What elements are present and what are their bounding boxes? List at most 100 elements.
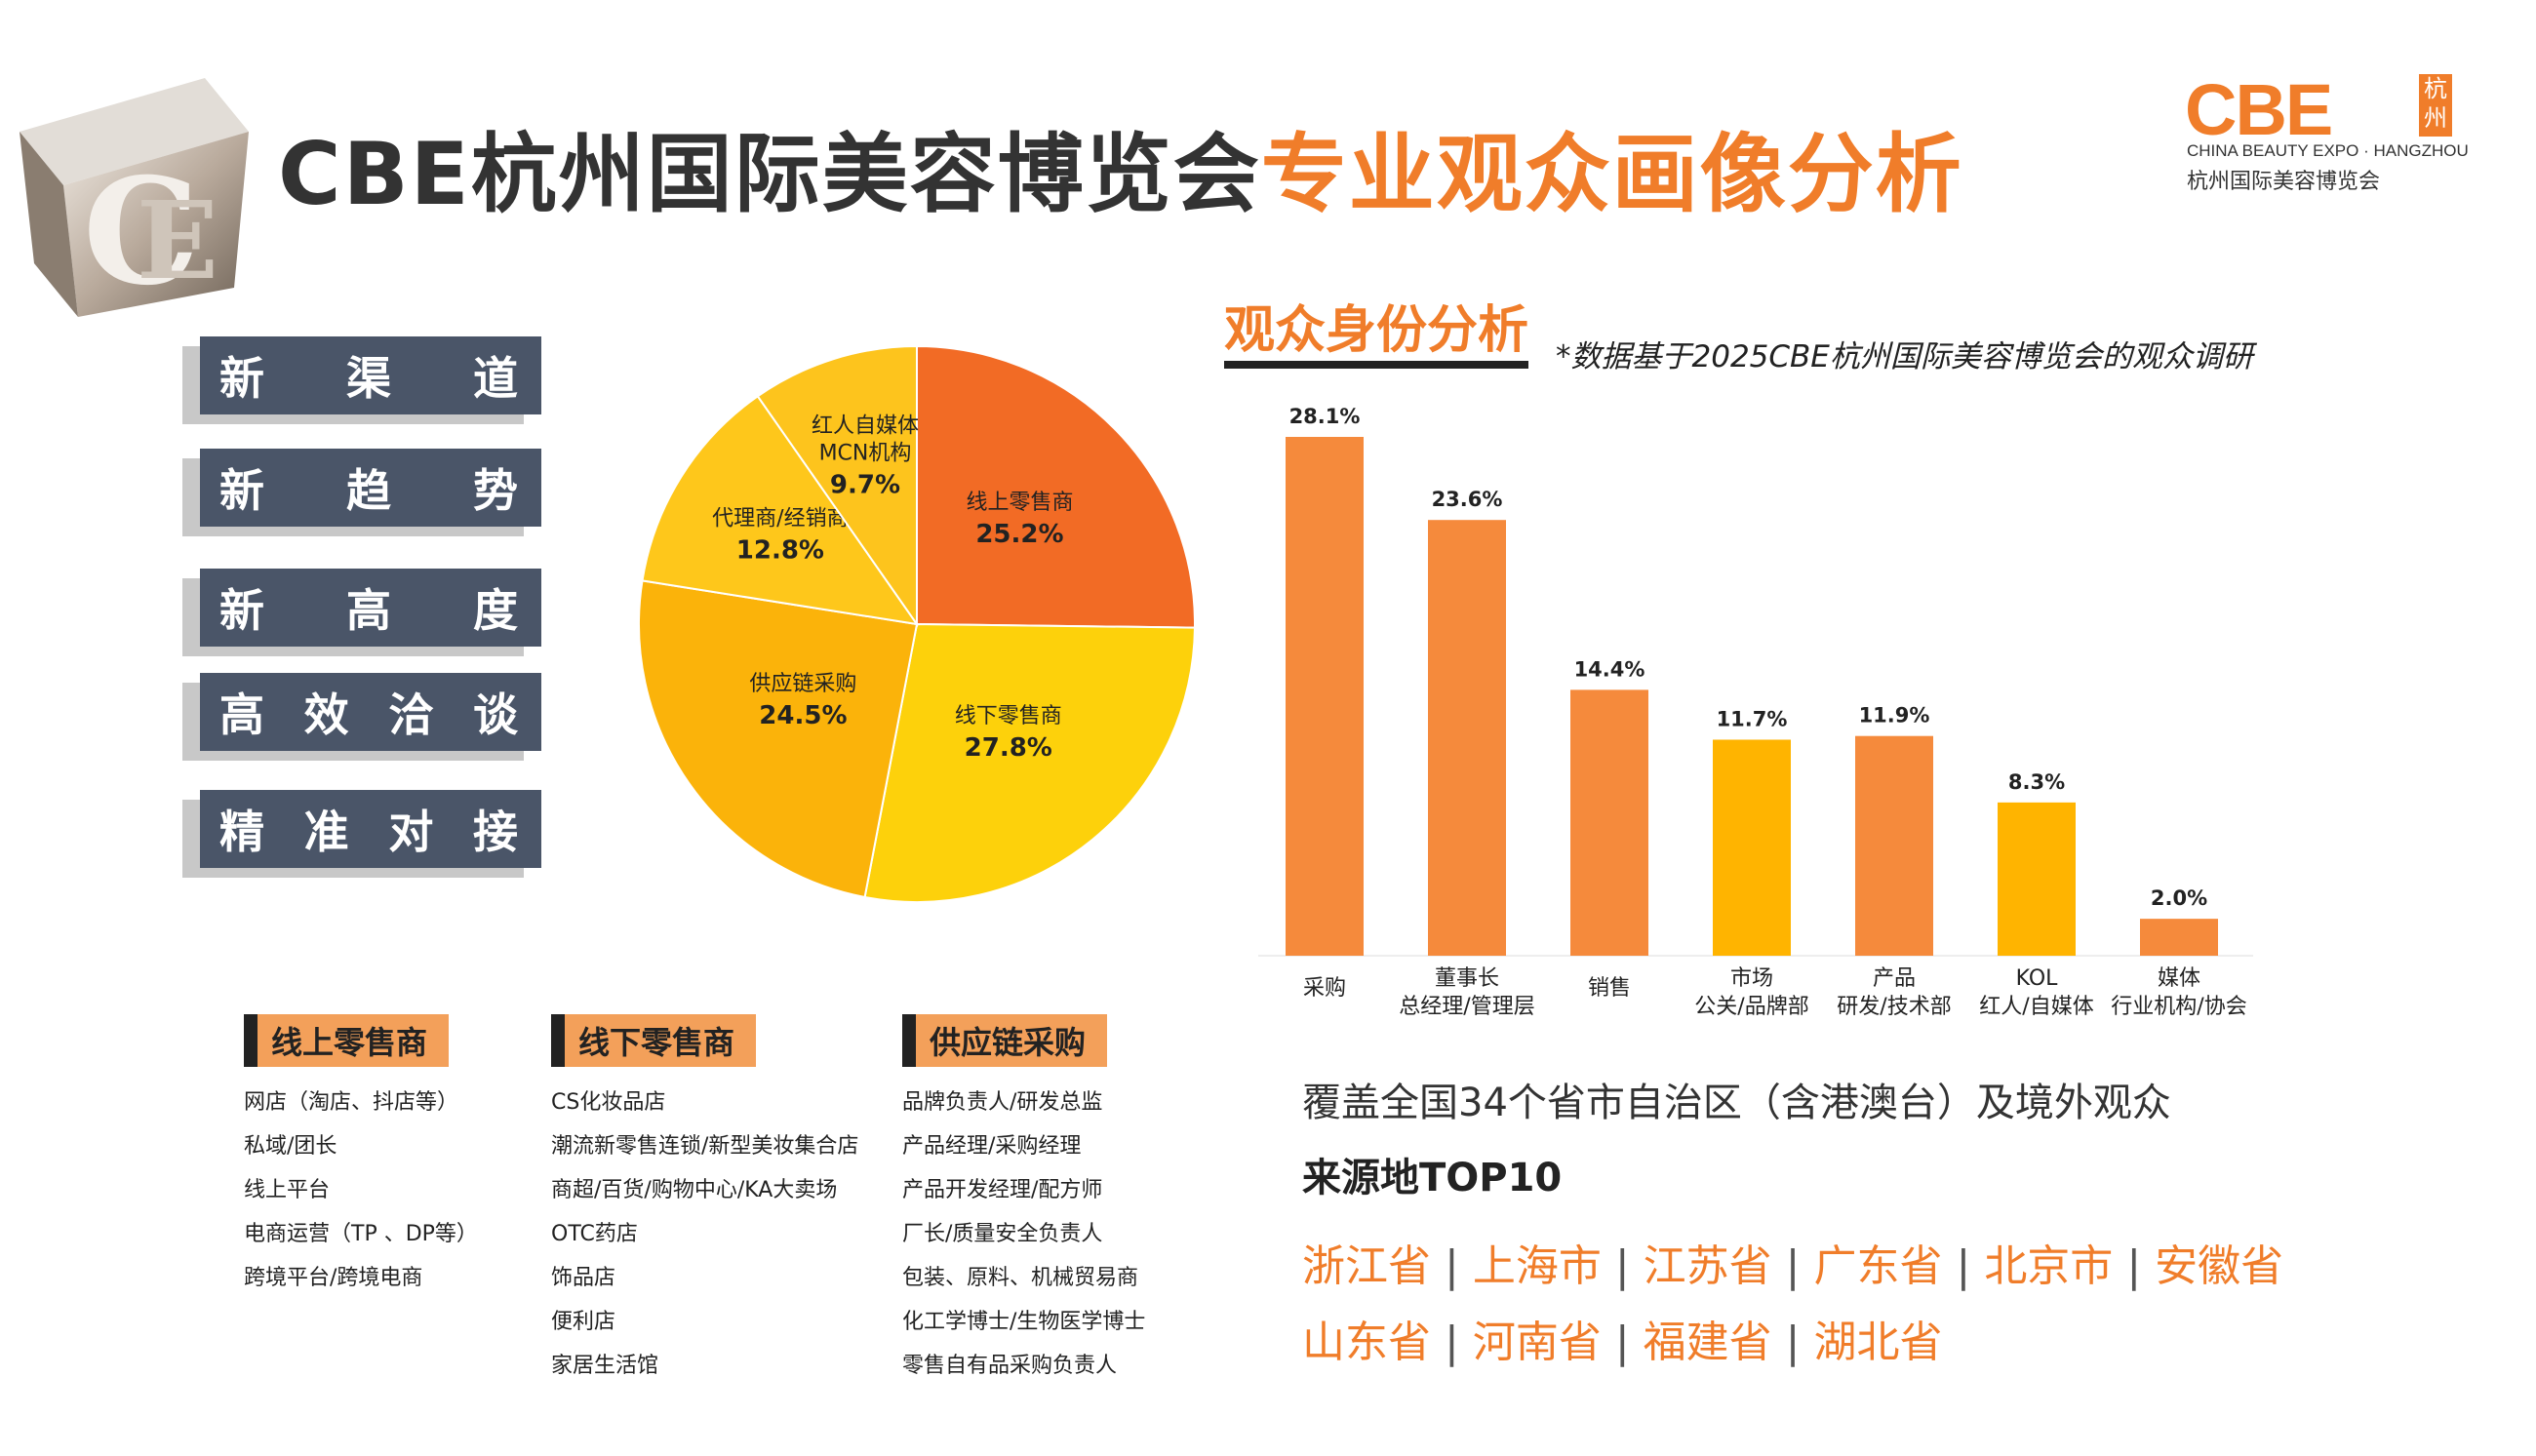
logo-hangzhou: 杭州 — [2419, 74, 2452, 137]
pie-slice — [916, 344, 1196, 629]
province-name: 山东省 — [1302, 1318, 1431, 1367]
list-item: 厂长/质量安全负责人 — [902, 1222, 1103, 1246]
pie-slice-label: 代理商/经销商 12.8% — [712, 506, 848, 565]
bar-value-label: 2.0% — [2151, 886, 2207, 910]
identity-pie-chart: 线上零售商 25.2% 线下零售商 27.8% 供应链采购 24.5% 代理商/经销商 12.… — [638, 344, 1196, 903]
pie-label-text: 线上零售商 — [966, 491, 1073, 515]
pie-slice — [756, 344, 918, 628]
x-tick-label: 采购 — [1303, 976, 1346, 1001]
bar-chart-note: *数据基于2025CBE杭州国际美容博览会的观众调研 — [1556, 339, 2253, 374]
list-item: 产品经理/采购经理 — [902, 1134, 1082, 1159]
category-list: CS化妆品店 潮流新零售连锁/新型美妆集合店 商超/百货/购物中心/KA大卖场 … — [551, 1081, 858, 1388]
x-tick-label-line: 采购 — [1303, 976, 1346, 1001]
list-item: 线上平台 — [244, 1178, 331, 1202]
pie-slice — [641, 394, 920, 626]
list-item: 家居生活馆 — [551, 1354, 659, 1378]
pie-label-text: 线下零售商 — [955, 704, 1062, 728]
bar — [2140, 919, 2218, 956]
list-item: 化工学博士/生物医学博士 — [902, 1310, 1146, 1334]
tag-label: 精准对接 — [219, 806, 522, 858]
province-name: 安徽省 — [2155, 1241, 2284, 1291]
tag-new-trend: 新趋势 — [200, 449, 541, 527]
category-supply-chain: 供应链采购 品牌负责人/研发总监 产品经理/采购经理 产品开发经理/配方师 厂长… — [902, 1014, 1145, 1388]
pie-slice-label: 供应链采购 24.5% — [749, 672, 856, 730]
bar — [1713, 739, 1791, 956]
x-tick-label-line: 公关/品牌部 — [1694, 995, 1808, 1019]
x-tick-label: 销售 — [1588, 976, 1631, 1001]
tag-new-height: 新高度 — [200, 569, 541, 647]
province-separator: | — [1445, 1318, 1459, 1367]
x-tick-label-line: 行业机构/协会 — [2111, 995, 2246, 1019]
province-separator: | — [1614, 1241, 1630, 1291]
svg-text:E: E — [137, 177, 218, 303]
tag-label: 新渠道 — [219, 352, 522, 405]
x-tick-label-line: 市场 — [1730, 966, 1773, 991]
pie-slice — [638, 579, 919, 899]
bar-value-label: 11.9% — [1859, 704, 1930, 728]
pie-value-label: 12.8% — [736, 535, 824, 565]
pie-value-label: 24.5% — [759, 701, 847, 730]
logo-mark: CBE — [2185, 69, 2333, 150]
category-list: 品牌负责人/研发总监 产品经理/采购经理 产品开发经理/配方师 厂长/质量安全负… — [902, 1081, 1145, 1388]
tag-new-channel: 新渠道 — [200, 336, 541, 414]
list-item: 便利店 — [551, 1310, 616, 1334]
tag-precise-match: 精准对接 — [200, 790, 541, 868]
x-tick-label-line: 总经理/管理层 — [1399, 995, 1534, 1019]
list-item: 饰品店 — [551, 1266, 616, 1290]
province-separator: | — [1785, 1241, 1801, 1291]
pie-slice-label: 线下零售商 27.8% — [955, 704, 1062, 763]
province-separator: | — [1445, 1241, 1459, 1291]
logo-english: CHINA BEAUTY EXPO · HANGZHOU — [2187, 141, 2469, 160]
x-tick-label: KOL 红人/自媒体 — [1979, 966, 2093, 1019]
category-heading: 线上零售商 — [244, 1014, 450, 1067]
list-item: 包装、原料、机械贸易商 — [902, 1266, 1139, 1290]
pie-value-label: 25.2% — [975, 520, 1063, 549]
province-name: 北京市 — [1984, 1241, 2114, 1291]
pie-slice-label: 红人自媒体 MCN机构 9.7% — [812, 413, 919, 499]
pie-slice — [863, 622, 1196, 903]
bar-value-label: 28.1% — [1289, 405, 1361, 428]
x-tick-label-line: KOL — [2016, 966, 2059, 991]
x-tick-label-line: 红人/自媒体 — [1979, 995, 2093, 1019]
category-heading: 线下零售商 — [551, 1014, 757, 1067]
list-item: 跨境平台/跨境电商 — [244, 1266, 423, 1290]
bar-value-label: 23.6% — [1432, 488, 1503, 511]
bar-value-label: 11.7% — [1717, 707, 1788, 730]
list-item: 商超/百货/购物中心/KA大卖场 — [551, 1178, 838, 1202]
province-name: 湖北省 — [1813, 1318, 1943, 1367]
bar — [1855, 735, 1933, 956]
province-name: 上海市 — [1472, 1241, 1602, 1291]
province-name: 福建省 — [1643, 1318, 1772, 1367]
province-name: 河南省 — [1472, 1318, 1602, 1367]
x-tick-label-line: 研发/技术部 — [1837, 995, 1951, 1019]
province-name: 广东省 — [1813, 1241, 1943, 1291]
pie-slice-label: 线上零售商 25.2% — [966, 491, 1073, 549]
bar-value-label: 14.4% — [1574, 657, 1645, 681]
province-separator: | — [1614, 1318, 1630, 1367]
bar — [1286, 437, 1364, 956]
bar — [1428, 520, 1506, 956]
list-item: 电商运营（TP 、DP等） — [244, 1222, 478, 1246]
list-item: 私域/团长 — [244, 1134, 337, 1159]
list-item: OTC药店 — [551, 1222, 638, 1246]
province-name: 浙江省 — [1302, 1241, 1431, 1291]
pie-value-label: 9.7% — [830, 470, 900, 499]
list-item: 品牌负责人/研发总监 — [902, 1090, 1103, 1115]
top10-title: 来源地TOP10 — [1302, 1156, 1563, 1200]
province-list-line-1: 浙江省 | 上海市 | 江苏省 | 广东省 | 北京市 | 安徽省 — [1302, 1231, 2283, 1293]
title-accent-text: 专业观众画像分析 — [1260, 124, 1963, 224]
title-main-text: CBE杭州国际美容博览会 — [278, 124, 1261, 224]
x-tick-label-line: 产品 — [1873, 966, 1916, 991]
svg-text:C: C — [83, 146, 199, 318]
logo-chinese: 杭州国际美容博览会 — [2187, 170, 2381, 194]
province-name: 江苏省 — [1643, 1241, 1772, 1291]
pie-value-label: 27.8% — [965, 733, 1052, 763]
list-item: 潮流新零售连锁/新型美妆集合店 — [551, 1134, 859, 1159]
list-item: 网店（淘店、抖店等） — [244, 1090, 459, 1115]
bar-chart-title: 观众身份分析 — [1224, 300, 1529, 369]
cbe-logo: CBE 杭州 CHINA BEAUTY EXPO · HANGZHOU 杭州国际… — [2185, 68, 2477, 194]
